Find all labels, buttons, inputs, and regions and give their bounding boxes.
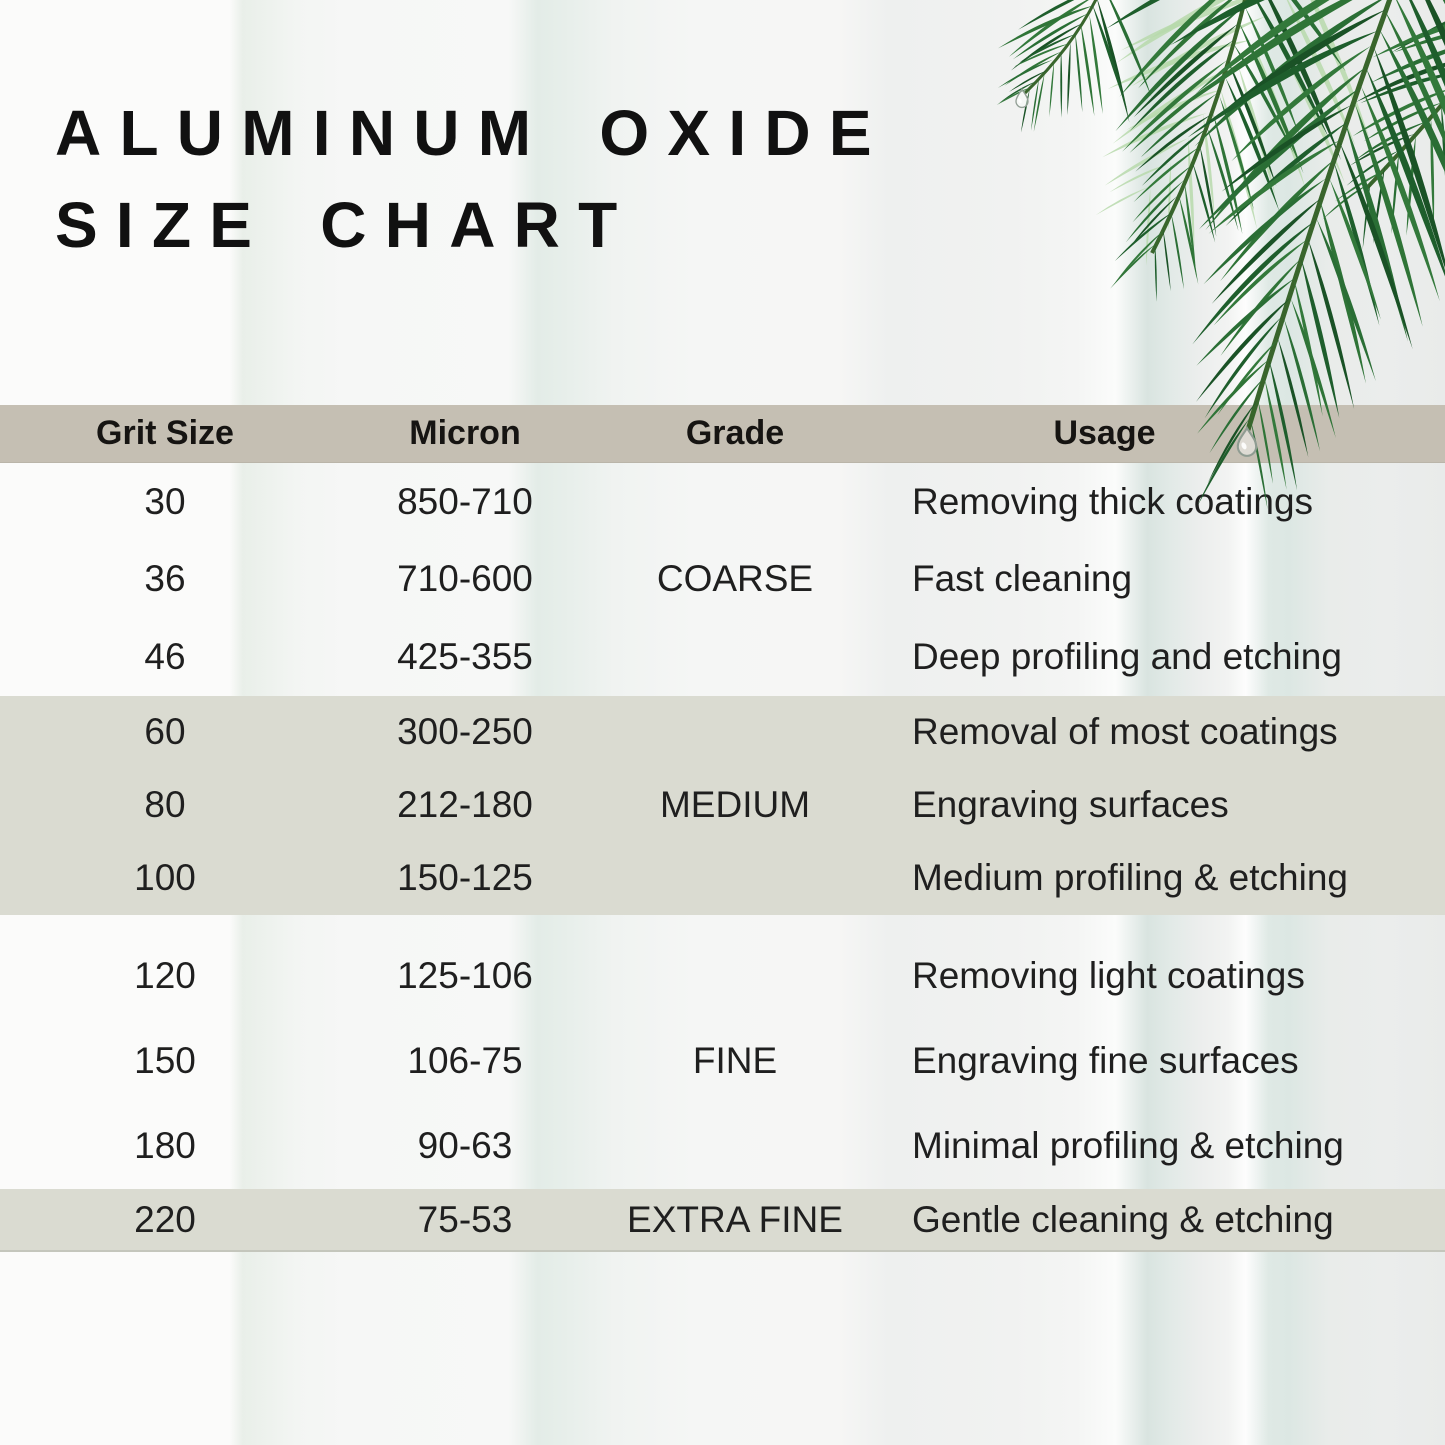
table-row: 60 300-250 Removal of most coatings xyxy=(0,696,1445,769)
grade-group-extra-fine: 220 75-53 EXTRA FINE Gentle cleaning & e… xyxy=(0,1189,1445,1252)
usage-cell: Minimal profiling & etching xyxy=(912,1124,1344,1166)
micron-cell: 106-75 xyxy=(407,1039,523,1081)
grade-group-medium: 60 300-250 Removal of most coatings 80 2… xyxy=(0,696,1445,915)
micron-cell: 150-125 xyxy=(397,857,533,899)
table-header-row: Grit Size Micron Grade Usage xyxy=(0,405,1445,463)
grit-size-cell: 46 xyxy=(144,636,186,678)
usage-cell: Gentle cleaning & etching xyxy=(912,1198,1334,1240)
table-row: 180 90-63 Minimal profiling & etching xyxy=(0,1103,1445,1188)
column-header-grit-size: Grit Size xyxy=(96,414,234,452)
usage-cell: Medium profiling & etching xyxy=(912,857,1348,899)
usage-cell: Fast cleaning xyxy=(912,558,1133,600)
grit-size-cell: 120 xyxy=(134,954,196,996)
usage-cell: Engraving surfaces xyxy=(912,784,1229,826)
grit-size-cell: 150 xyxy=(134,1039,196,1081)
micron-cell: 710-600 xyxy=(397,558,533,600)
micron-cell: 425-355 xyxy=(397,636,533,678)
table-row: 100 150-125 Medium profiling & etching xyxy=(0,842,1445,915)
title-line-2: SIZE CHART xyxy=(55,188,636,261)
grit-size-cell: 36 xyxy=(144,558,186,600)
micron-cell: 850-710 xyxy=(397,480,533,522)
grade-label-fine: FINE xyxy=(692,1039,778,1081)
grit-size-cell: 180 xyxy=(134,1124,196,1166)
table-row: 120 125-106 Removing light coatings xyxy=(0,933,1445,1018)
water-drop-icons xyxy=(1015,87,1258,457)
micron-cell: 75-53 xyxy=(417,1198,513,1240)
usage-cell: Removal of most coatings xyxy=(912,711,1338,753)
table-row: 150 106-75 FINE Engraving fine surfaces xyxy=(0,1018,1445,1103)
usage-cell: Deep profiling and etching xyxy=(912,636,1342,678)
usage-cell: Engraving fine surfaces xyxy=(912,1039,1299,1081)
usage-cell: Removing thick coatings xyxy=(912,480,1314,522)
table-row: 46 425-355 Deep profiling and etching xyxy=(0,618,1445,696)
grade-label-coarse: COARSE xyxy=(656,558,814,600)
grade-label-medium: MEDIUM xyxy=(659,784,811,826)
micron-cell: 90-63 xyxy=(417,1124,513,1166)
micron-cell: 125-106 xyxy=(397,954,533,996)
column-header-usage: Usage xyxy=(1053,414,1156,452)
grade-label-extra-fine: EXTRA FINE xyxy=(627,1198,843,1240)
grit-size-cell: 220 xyxy=(134,1198,196,1240)
usage-cell: Removing light coatings xyxy=(912,954,1305,996)
grit-size-cell: 80 xyxy=(144,784,186,826)
table-row: 220 75-53 EXTRA FINE Gentle cleaning & e… xyxy=(0,1189,1445,1250)
grade-group-coarse: 30 850-710 Removing thick coatings 36 71… xyxy=(0,463,1445,696)
column-header-grade: Grade xyxy=(685,414,785,452)
grit-size-cell: 100 xyxy=(134,857,196,899)
table-row: 30 850-710 Removing thick coatings xyxy=(0,463,1445,541)
page-title: ALUMINUM OXIDE SIZE CHART xyxy=(55,88,890,271)
grade-group-fine: 120 125-106 Removing light coatings 150 … xyxy=(0,915,1445,1189)
grit-size-cell: 30 xyxy=(144,480,186,522)
title-line-1: ALUMINUM OXIDE xyxy=(55,97,890,169)
grit-size-cell: 60 xyxy=(144,711,186,753)
water-drop-icon xyxy=(1015,87,1029,109)
column-header-micron: Micron xyxy=(409,414,521,452)
table-row: 36 710-600 COARSE Fast cleaning xyxy=(0,541,1445,619)
micron-cell: 212-180 xyxy=(397,784,533,826)
micron-cell: 300-250 xyxy=(397,711,533,753)
size-chart-table: Grit Size Micron Grade Usage 30 850-710 … xyxy=(0,405,1445,1252)
table-row: 80 212-180 MEDIUM Engraving surfaces xyxy=(0,769,1445,842)
